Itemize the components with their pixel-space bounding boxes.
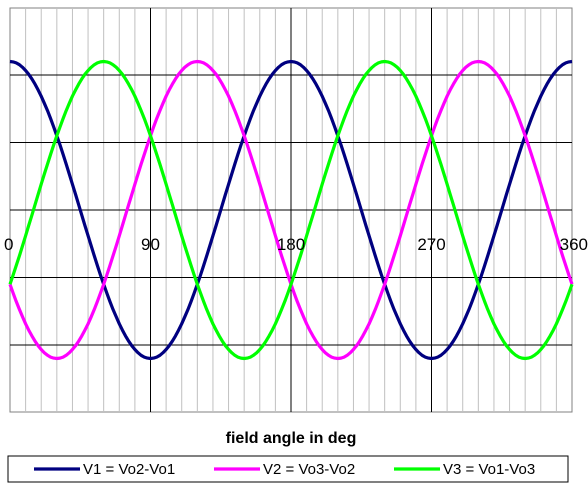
x-tick-label: 270	[417, 235, 445, 254]
x-tick-label: 360	[560, 235, 588, 254]
x-tick-label: 0	[4, 235, 13, 254]
series-group	[8, 59, 574, 361]
x-tick-label: 90	[141, 235, 160, 254]
legend: V1 = Vo2-Vo1 V2 = Vo3-Vo2 V3 = Vo1-Vo3	[7, 455, 569, 483]
x-axis-title: field angle in deg	[226, 430, 357, 447]
legend-label-3: V3 = Vo1-Vo3	[443, 461, 535, 478]
series-line-3	[8, 59, 574, 361]
x-tick-label: 180	[277, 235, 305, 254]
legend-label-2: V2 = Vo3-Vo2	[263, 461, 355, 478]
legend-box	[7, 455, 569, 483]
legend-label-1: V1 = Vo2-Vo1	[83, 461, 175, 478]
x-tick-labels: 0 90 180 270 360	[4, 235, 588, 254]
